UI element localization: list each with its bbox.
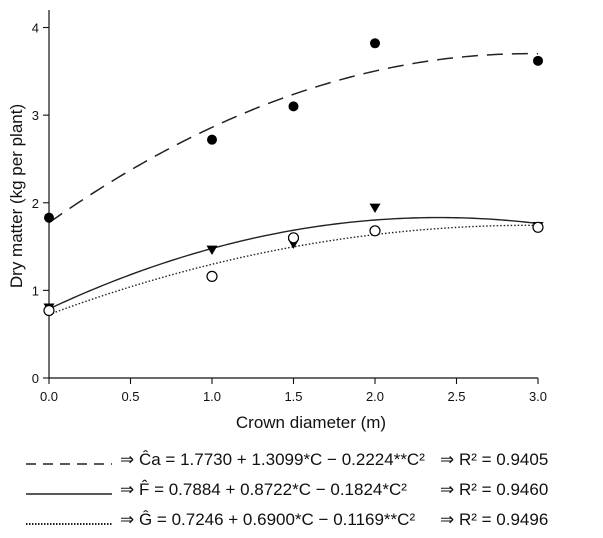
- legend-r-squared: ⇒ R² = 0.9496: [440, 510, 549, 529]
- y-tick-label: 3: [32, 108, 39, 123]
- data-point-ca: [44, 212, 54, 223]
- legend-equation: ⇒ F̂ = 0.7884 + 0.8722*C − 0.1824*C²: [120, 480, 407, 499]
- x-axis-label: Crown diameter (m): [236, 413, 386, 432]
- legend-line-dashed: [26, 463, 112, 465]
- legend-line-dotted: [26, 523, 112, 525]
- x-tick-label: 2.0: [366, 389, 384, 404]
- x-tick-label: 0.0: [40, 389, 58, 404]
- legend-row-ca: ⇒ Ĉa = 1.7730 + 1.3099*C − 0.2224**C² ⇒ …: [0, 450, 603, 478]
- y-tick-label: 0: [32, 371, 39, 386]
- x-tick-label: 1.5: [284, 389, 302, 404]
- data-point-ca: [533, 55, 543, 66]
- data-point-ca: [207, 134, 217, 145]
- legend-line-solid: [26, 493, 112, 495]
- axes: [43, 10, 539, 384]
- tick-labels: 0.0 0.5 1.0 1.5 2.0 2.5 3.0 0 1 2 3 4: [32, 21, 547, 404]
- legend-r-squared: ⇒ R² = 0.9405: [440, 450, 549, 469]
- y-tick-label: 2: [32, 196, 39, 211]
- x-tick-label: 1.0: [203, 389, 221, 404]
- data-point-g: [369, 225, 381, 237]
- fit-curve-ca: [48, 52, 539, 224]
- data-points: [43, 38, 544, 317]
- x-tick-label: 2.5: [447, 389, 465, 404]
- y-axis-label: Dry matter (kg per plant): [7, 104, 26, 288]
- data-point-g: [206, 270, 218, 282]
- y-tick-label: 1: [32, 283, 39, 298]
- fitted-curves: [48, 52, 539, 316]
- scatter-plot: 0.0 0.5 1.0 1.5 2.0 2.5 3.0 0 1 2 3 4 Crown diamete…: [7, 10, 547, 432]
- legend-equation: ⇒ Ĉa = 1.7730 + 1.3099*C − 0.2224**C²: [120, 450, 425, 469]
- fit-curve-f: [48, 216, 539, 310]
- y-tick-label: 4: [32, 21, 39, 36]
- data-point-f: [369, 203, 381, 213]
- legend-r-squared: ⇒ R² = 0.9460: [440, 480, 549, 499]
- legend-equation: ⇒ Ĝ = 0.7246 + 0.6900*C − 0.1169**C²: [120, 510, 416, 529]
- data-point-g: [43, 304, 55, 317]
- data-point-g: [532, 221, 544, 233]
- legend-row-f: ⇒ F̂ = 0.7884 + 0.8722*C − 0.1824*C² ⇒ R…: [0, 480, 603, 508]
- data-point-f: [206, 245, 218, 256]
- x-tick-label: 0.5: [121, 389, 139, 404]
- data-point-g: [287, 232, 300, 244]
- data-point-ca: [370, 38, 380, 49]
- legend-row-g: ⇒ Ĝ = 0.7246 + 0.6900*C − 0.1169**C² ⇒ R…: [0, 510, 603, 538]
- data-point-ca: [288, 101, 299, 112]
- x-tick-label: 3.0: [529, 389, 547, 404]
